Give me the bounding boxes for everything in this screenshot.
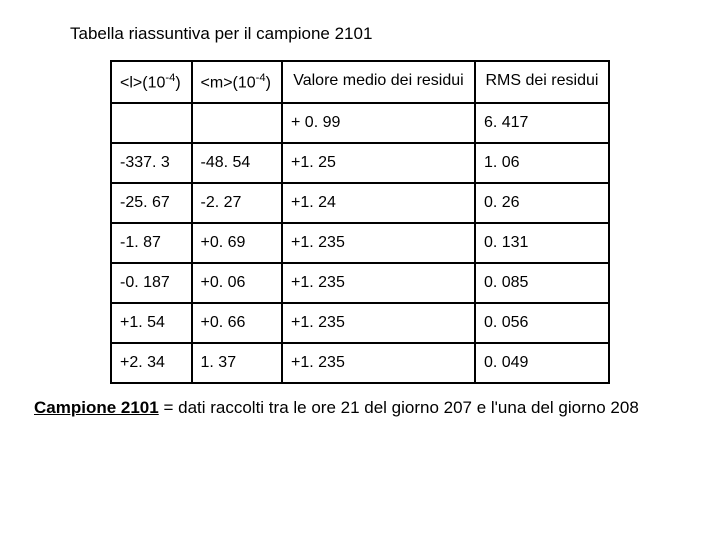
cell: +1. 235 [282, 263, 475, 303]
cell: +1. 235 [282, 303, 475, 343]
cell: +0. 06 [192, 263, 283, 303]
table-header-row: <l>(10-4) <m>(10-4) Valore medio dei res… [111, 61, 609, 103]
cell: +1. 54 [111, 303, 192, 343]
cell: 1. 37 [192, 343, 283, 383]
cell [192, 103, 283, 143]
cell: -2. 27 [192, 183, 283, 223]
cell: 0. 26 [475, 183, 609, 223]
cell: 0. 049 [475, 343, 609, 383]
cell: 0. 131 [475, 223, 609, 263]
header-m-pre: <m>(10 [201, 74, 256, 91]
table-row: -1. 87 +0. 69 +1. 235 0. 131 [111, 223, 609, 263]
cell: +1. 25 [282, 143, 475, 183]
header-l: <l>(10-4) [111, 61, 192, 103]
summary-table: <l>(10-4) <m>(10-4) Valore medio dei res… [110, 60, 610, 384]
cell [111, 103, 192, 143]
header-l-pre: <l>(10 [120, 74, 165, 91]
table-row: -25. 67 -2. 27 +1. 24 0. 26 [111, 183, 609, 223]
table-row: -337. 3 -48. 54 +1. 25 1. 06 [111, 143, 609, 183]
header-m: <m>(10-4) [192, 61, 283, 103]
header-m-post: ) [266, 74, 271, 91]
cell: +2. 34 [111, 343, 192, 383]
header-m-sup: -4 [256, 72, 266, 84]
table-row: +2. 34 1. 37 +1. 235 0. 049 [111, 343, 609, 383]
cell: +0. 66 [192, 303, 283, 343]
cell: +1. 235 [282, 343, 475, 383]
cell: 6. 417 [475, 103, 609, 143]
cell: -25. 67 [111, 183, 192, 223]
page-container: Tabella riassuntiva per il campione 2101… [0, 0, 720, 428]
header-rms: RMS dei residui [475, 61, 609, 103]
cell: +1. 24 [282, 183, 475, 223]
cell: -48. 54 [192, 143, 283, 183]
footer-strong: Campione 2101 [34, 398, 159, 417]
footer-rest: = dati raccolti tra le ore 21 del giorno… [159, 398, 639, 417]
cell: 0. 085 [475, 263, 609, 303]
cell: +0. 69 [192, 223, 283, 263]
table-row: + 0. 99 6. 417 [111, 103, 609, 143]
cell: +1. 235 [282, 223, 475, 263]
cell: 0. 056 [475, 303, 609, 343]
header-valore: Valore medio dei residui [282, 61, 475, 103]
cell: -337. 3 [111, 143, 192, 183]
footer-note: Campione 2101 = dati raccolti tra le ore… [34, 398, 690, 418]
table-row: +1. 54 +0. 66 +1. 235 0. 056 [111, 303, 609, 343]
cell: 1. 06 [475, 143, 609, 183]
header-l-post: ) [175, 74, 180, 91]
cell: + 0. 99 [282, 103, 475, 143]
table-row: -0. 187 +0. 06 +1. 235 0. 085 [111, 263, 609, 303]
page-title: Tabella riassuntiva per il campione 2101 [70, 24, 690, 44]
cell: -1. 87 [111, 223, 192, 263]
header-l-sup: -4 [165, 72, 175, 84]
cell: -0. 187 [111, 263, 192, 303]
